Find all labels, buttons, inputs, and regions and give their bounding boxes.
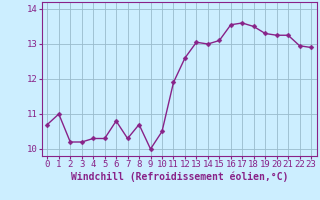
X-axis label: Windchill (Refroidissement éolien,°C): Windchill (Refroidissement éolien,°C): [70, 172, 288, 182]
